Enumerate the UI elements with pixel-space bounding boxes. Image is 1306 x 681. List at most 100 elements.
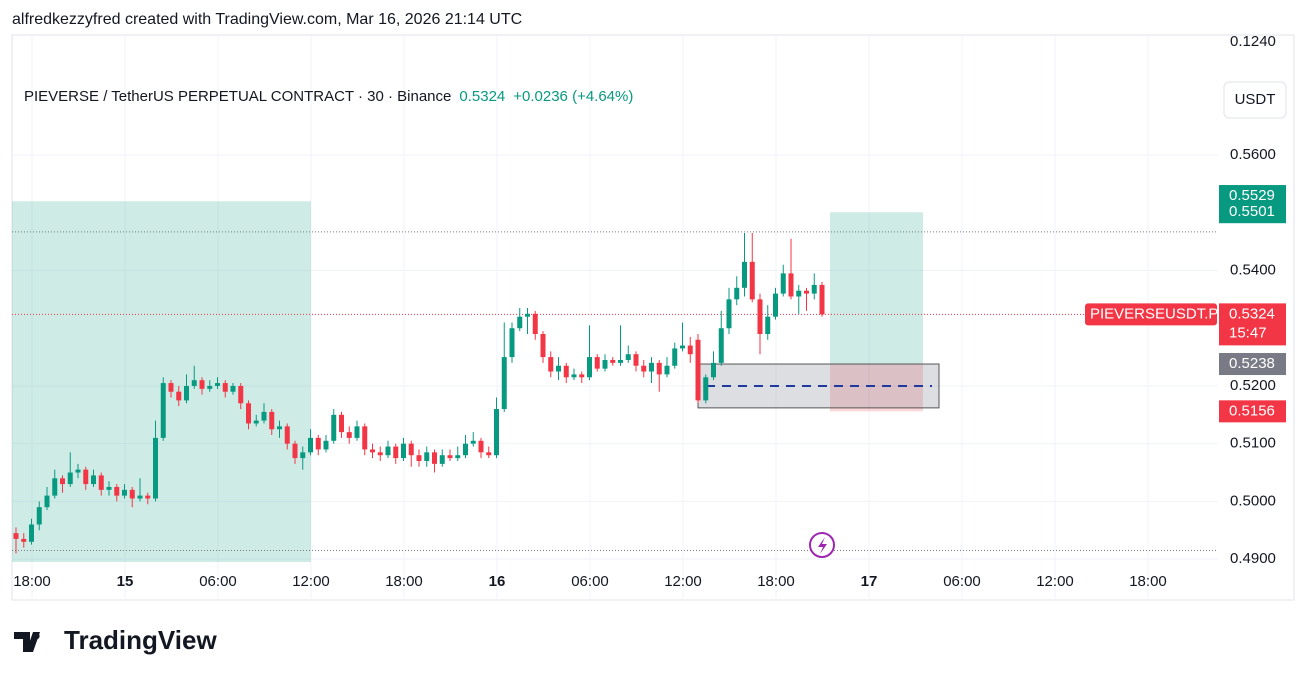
candle-body	[199, 380, 205, 389]
candle-body	[230, 385, 236, 392]
candle-body	[137, 495, 143, 499]
x-tick-label: 18:00	[757, 573, 795, 590]
candle-body	[695, 339, 701, 401]
candle-body	[60, 478, 65, 485]
candle-body	[106, 486, 112, 490]
price-label: 0.5238	[1229, 355, 1275, 372]
price-label-bg	[1219, 201, 1286, 224]
candle-body	[346, 432, 352, 438]
candle-body	[331, 414, 337, 441]
y-tick-label: 0.5000	[1230, 492, 1276, 509]
x-tick-label: 06:00	[943, 573, 981, 590]
current-price-label: 0.5324	[1229, 305, 1275, 322]
candle-body	[416, 455, 422, 461]
candle-body	[401, 443, 406, 459]
candle-body	[455, 455, 461, 459]
x-tick-label: 18:00	[1129, 573, 1167, 590]
candle-body	[354, 426, 360, 438]
candle-body	[29, 524, 34, 542]
candle-body	[83, 469, 89, 485]
candle-body	[168, 383, 174, 392]
candle-body	[532, 313, 538, 334]
candle-body	[773, 293, 778, 317]
candle-body	[525, 313, 530, 317]
candle-body	[672, 348, 678, 366]
x-tick-label: 17	[861, 573, 878, 590]
candle-body	[323, 440, 329, 450]
candle-body	[215, 383, 220, 386]
candle-body	[222, 383, 228, 392]
candle-body	[633, 354, 639, 366]
price-label: 0.5529	[1229, 187, 1275, 204]
candle-body	[711, 362, 716, 378]
position-zone	[830, 212, 923, 365]
y-tick-label: 0.5600	[1230, 146, 1276, 163]
candle-body	[765, 316, 771, 334]
candle-body	[122, 489, 127, 496]
candle-body	[238, 385, 244, 404]
attribution: alfredkezzyfred created with TradingView…	[12, 11, 522, 28]
logo	[14, 632, 40, 652]
position-zone	[12, 201, 311, 562]
candle-body	[463, 443, 468, 456]
candle-body	[656, 362, 662, 375]
current-price-bg	[1219, 303, 1286, 346]
candle-body	[470, 440, 476, 444]
candle-body	[649, 362, 654, 372]
last-price: 0.5324	[459, 88, 505, 105]
candle-body	[625, 354, 631, 360]
candle-body	[540, 333, 546, 358]
candle-body	[734, 287, 740, 300]
y-tick-label: 0.5200	[1230, 377, 1276, 394]
countdown: 15:47	[1229, 324, 1267, 341]
currency-button[interactable]	[1223, 81, 1287, 119]
candle-body	[641, 365, 647, 372]
candle-body	[687, 345, 693, 355]
y-tick-label: 0.5400	[1230, 261, 1276, 278]
candle-body	[749, 261, 755, 300]
candle-body	[114, 486, 120, 496]
candle-body	[184, 385, 189, 401]
price-label-bg	[1219, 353, 1286, 376]
candle-body	[315, 437, 321, 450]
candle-body	[385, 446, 391, 456]
candle-body	[377, 452, 383, 456]
x-tick-label: 12:00	[292, 573, 330, 590]
candle-body	[284, 426, 290, 444]
candle-body	[494, 409, 499, 456]
candle-body	[664, 365, 670, 375]
candle-body	[594, 357, 600, 369]
candle-body	[67, 472, 73, 485]
price-label: 0.5156	[1229, 402, 1275, 419]
price-label-bg	[1219, 400, 1286, 423]
candle-body	[300, 452, 306, 459]
position-zone	[830, 364, 923, 412]
candle-body	[362, 426, 368, 450]
candle-body	[811, 284, 817, 294]
y-tick-label: 0.4900	[1230, 550, 1276, 567]
candle-body	[509, 328, 515, 358]
title: PIEVERSE / TetherUS PERPETUAL CONTRACT ·…	[24, 88, 451, 105]
candle-body	[36, 507, 42, 525]
frame	[11, 34, 1295, 601]
candle-body	[703, 377, 709, 401]
candle-body	[176, 391, 182, 401]
candle-body	[563, 365, 569, 378]
candle-body	[447, 455, 453, 459]
candle-body	[571, 374, 577, 378]
candle-body	[742, 261, 747, 288]
change: +0.0236 (+4.64%)	[513, 88, 633, 105]
x-tick-label: 12:00	[1036, 573, 1074, 590]
candle-body	[370, 449, 375, 453]
candle-body	[339, 414, 344, 433]
x-tick-label: 16	[489, 573, 506, 590]
candle-body	[819, 284, 825, 315]
candle-body	[718, 328, 724, 363]
candle-body	[153, 437, 158, 499]
candle-body	[44, 495, 50, 508]
symbol-label: PIEVERSEUSDT.P	[1090, 305, 1218, 322]
currency-label: USDT	[1235, 91, 1276, 108]
x-tick-label: 18:00	[385, 573, 423, 590]
candle-body	[424, 452, 430, 461]
